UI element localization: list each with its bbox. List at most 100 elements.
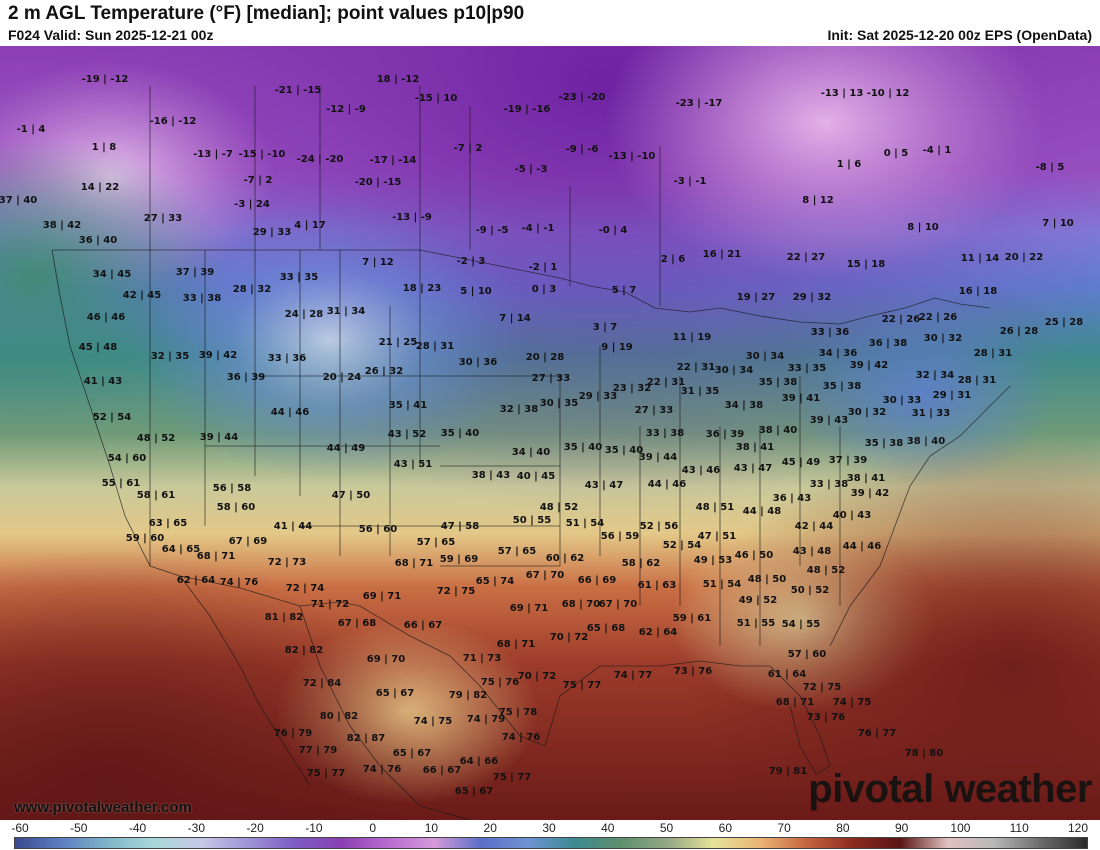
point-value-label: -13 | 13 — [821, 88, 864, 99]
point-value-label: 8 | 12 — [802, 195, 834, 206]
point-value-label: -9 | -6 — [566, 144, 599, 155]
point-value-label: 38 | 40 — [759, 425, 797, 436]
point-value-label: 39 | 43 — [810, 415, 848, 426]
point-value-label: 20 | 28 — [526, 352, 564, 363]
point-value-label: 0 | 5 — [884, 148, 909, 159]
point-value-label: 76 | 77 — [858, 728, 896, 739]
point-value-label: -19 | -16 — [504, 104, 551, 115]
point-value-label: 21 | 25 — [379, 337, 417, 348]
point-value-label: 18 | 23 — [403, 283, 441, 294]
point-value-label: 31 | 34 — [327, 306, 365, 317]
point-value-label: 62 | 64 — [639, 627, 677, 638]
colorbar-gradient — [14, 837, 1088, 849]
colorbar-tick-label: 50 — [659, 821, 674, 835]
point-value-label: 74 | 75 — [833, 697, 871, 708]
point-value-label: 41 | 44 — [274, 521, 312, 532]
point-value-label: 49 | 53 — [694, 555, 732, 566]
colorbar-tick-label: -50 — [70, 821, 88, 835]
point-value-label: 72 | 84 — [303, 678, 341, 689]
point-value-label: 72 | 75 — [437, 586, 475, 597]
colorbar-tick-label: 80 — [836, 821, 850, 835]
point-value-label: 37 | 39 — [176, 267, 214, 278]
init-time: Init: Sat 2025-12-20 00z EPS (OpenData) — [827, 27, 1092, 43]
point-value-label: 7 | 14 — [499, 313, 531, 324]
point-value-label: 31 | 35 — [681, 386, 719, 397]
point-value-label: -20 | -15 — [355, 177, 402, 188]
point-value-label: 43 | 51 — [394, 459, 432, 470]
point-value-label: -5 | -3 — [515, 164, 548, 175]
colorbar-tick-label: 40 — [601, 821, 615, 835]
point-value-label: -7 | 2 — [244, 175, 273, 186]
point-value-label: 33 | 35 — [280, 272, 318, 283]
colorbar-tick-label: 100 — [950, 821, 971, 835]
point-value-label: 14 | 22 — [81, 182, 119, 193]
point-value-label: -12 | -9 — [326, 104, 366, 115]
point-value-label: 68 | 71 — [197, 551, 235, 562]
point-value-label: 22 | 26 — [919, 312, 957, 323]
colorbar-tick-label: 30 — [542, 821, 556, 835]
mexico-pacific-coast — [299, 605, 471, 820]
point-value-label: 51 | 55 — [737, 618, 775, 629]
point-value-label: 47 | 50 — [332, 490, 370, 501]
point-value-label: 59 | 69 — [440, 554, 478, 565]
point-value-label: 66 | 67 — [423, 765, 461, 776]
point-value-label: 67 | 70 — [599, 599, 637, 610]
point-value-label: 36 | 39 — [706, 429, 744, 440]
point-value-label: 81 | 82 — [265, 612, 303, 623]
point-value-label: 4 | 17 — [294, 220, 326, 231]
point-value-label: -0 | 4 — [599, 225, 628, 236]
point-value-label: 67 | 69 — [229, 536, 267, 547]
point-value-label: 34 | 38 — [725, 400, 763, 411]
map-title: 2 m AGL Temperature (°F) [median]; point… — [8, 3, 525, 24]
point-value-label: 25 | 28 — [1045, 317, 1083, 328]
point-value-label: 48 | 50 — [748, 574, 786, 585]
point-value-label: 52 | 54 — [93, 412, 131, 423]
point-value-label: 30 | 34 — [715, 365, 753, 376]
point-value-label: 20 | 22 — [1005, 252, 1043, 263]
point-value-label: -17 | -14 — [370, 155, 417, 166]
point-value-label: -1 | 4 — [17, 124, 46, 135]
point-value-label: 58 | 60 — [217, 502, 255, 513]
point-value-label: 20 | 24 — [323, 372, 361, 383]
point-value-label: 68 | 71 — [395, 558, 433, 569]
point-value-label: 16 | 21 — [703, 249, 741, 260]
point-value-label: 36 | 38 — [869, 338, 907, 349]
point-value-label: 56 | 58 — [213, 483, 251, 494]
point-value-label: -21 | -15 — [275, 85, 322, 96]
point-value-label: -13 | -10 — [609, 151, 656, 162]
colorbar-tick-label: -20 — [246, 821, 264, 835]
point-value-label: 35 | 40 — [564, 442, 602, 453]
point-value-label: 33 | 38 — [183, 293, 221, 304]
colorbar-tick-label: -30 — [187, 821, 205, 835]
point-value-label: 65 | 68 — [587, 623, 625, 634]
point-value-label: 33 | 36 — [811, 327, 849, 338]
point-value-label: 65 | 67 — [393, 748, 431, 759]
point-value-label: -15 | 10 — [415, 93, 458, 104]
point-value-label: 39 | 42 — [851, 488, 889, 499]
point-value-label: -13 | -9 — [392, 212, 432, 223]
point-value-label: 82 | 82 — [285, 645, 323, 656]
point-value-label: 68 | 70 — [562, 599, 600, 610]
point-value-label: 41 | 43 — [84, 376, 122, 387]
point-value-label: 30 | 35 — [540, 398, 578, 409]
point-value-label: 48 | 52 — [137, 433, 175, 444]
point-value-label: -4 | 1 — [923, 145, 952, 156]
colorbar-tick-label: -40 — [128, 821, 147, 835]
point-value-label: -23 | -17 — [676, 98, 723, 109]
point-value-label: 38 | 41 — [736, 442, 774, 453]
point-value-label: 44 | 46 — [271, 407, 309, 418]
point-value-label: 39 | 44 — [639, 452, 677, 463]
point-value-label: 51 | 54 — [566, 518, 604, 529]
point-value-label: 30 | 32 — [924, 333, 962, 344]
point-value-label: 8 | 10 — [907, 222, 939, 233]
point-value-label: 72 | 73 — [268, 557, 306, 568]
temperature-map[interactable]: -19 | -12 -21 | -15 18 | -12 -15 | 10 -16 | … — [0, 46, 1100, 820]
point-value-label: 11 | 19 — [673, 332, 711, 343]
point-value-label: 26 | 28 — [1000, 326, 1038, 337]
colorbar-tick-label: 70 — [777, 821, 791, 835]
point-value-label: 77 | 79 — [299, 745, 337, 756]
point-value-label: 11 | 14 — [961, 253, 999, 264]
point-value-label: 50 | 55 — [513, 515, 551, 526]
point-value-label: -16 | -12 — [150, 116, 197, 127]
colorbar-tick-label: 0 — [369, 821, 376, 835]
